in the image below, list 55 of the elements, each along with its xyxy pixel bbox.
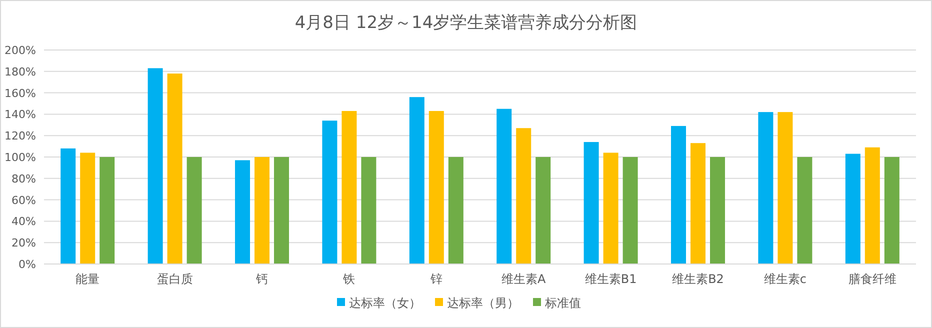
bar [584,142,599,264]
bar [845,154,860,264]
x-tick-label: 维生素A [501,272,546,286]
bar [148,68,163,264]
x-tick-label: 维生素B1 [584,272,637,286]
bar [254,157,270,264]
bar [690,143,706,264]
bar [778,112,793,264]
bar [710,157,725,264]
x-tick-label: 铁 [342,272,356,286]
y-tick-label: 20% [12,236,36,250]
bar [322,120,338,264]
bar [80,152,96,264]
x-tick-label: 能量 [76,272,100,286]
y-tick-label: 140% [4,108,36,122]
legend-label: 达标率（男） [447,296,519,310]
y-tick-label: 120% [4,130,36,143]
bar [671,126,686,264]
bar [186,157,202,264]
x-tick-label: 维生素c [764,272,807,286]
bar [342,110,357,264]
bar [603,152,618,264]
bar [361,157,376,264]
y-tick-label: 200% [4,44,36,57]
x-tick-label: 维生素B2 [672,272,724,286]
bar [167,74,182,264]
bar [496,108,512,264]
y-tick-label: 0% [18,258,36,271]
bar [797,157,812,264]
x-tick-label: 蛋白质 [156,272,193,286]
bar [409,97,424,264]
bar [536,157,551,264]
legend-label: 标准值 [544,296,581,310]
bar [448,157,464,264]
bar [622,157,638,264]
y-tick-label: 40% [12,215,36,228]
y-tick-label: 60% [12,194,36,207]
bar [100,157,115,264]
x-tick-label: 钙 [255,272,268,286]
x-tick-label: 膳食纤维 [848,272,896,286]
bar [758,112,774,264]
y-tick-label: 180% [4,65,36,78]
bar [235,160,250,264]
y-tick-label: 160% [4,86,36,100]
bar [516,128,532,264]
bar [274,157,289,264]
bar [428,110,444,264]
y-tick-label: 100% [4,151,36,164]
chart-title: 4月8日 12岁～14岁学生菜谱营养成分分析图 [294,13,638,33]
legend-label: 达标率（女） [349,296,421,310]
bar [864,147,880,264]
x-tick-label: 锌 [429,272,442,286]
bar [60,148,76,264]
y-tick-label: 80% [12,172,36,186]
bar [884,157,900,264]
